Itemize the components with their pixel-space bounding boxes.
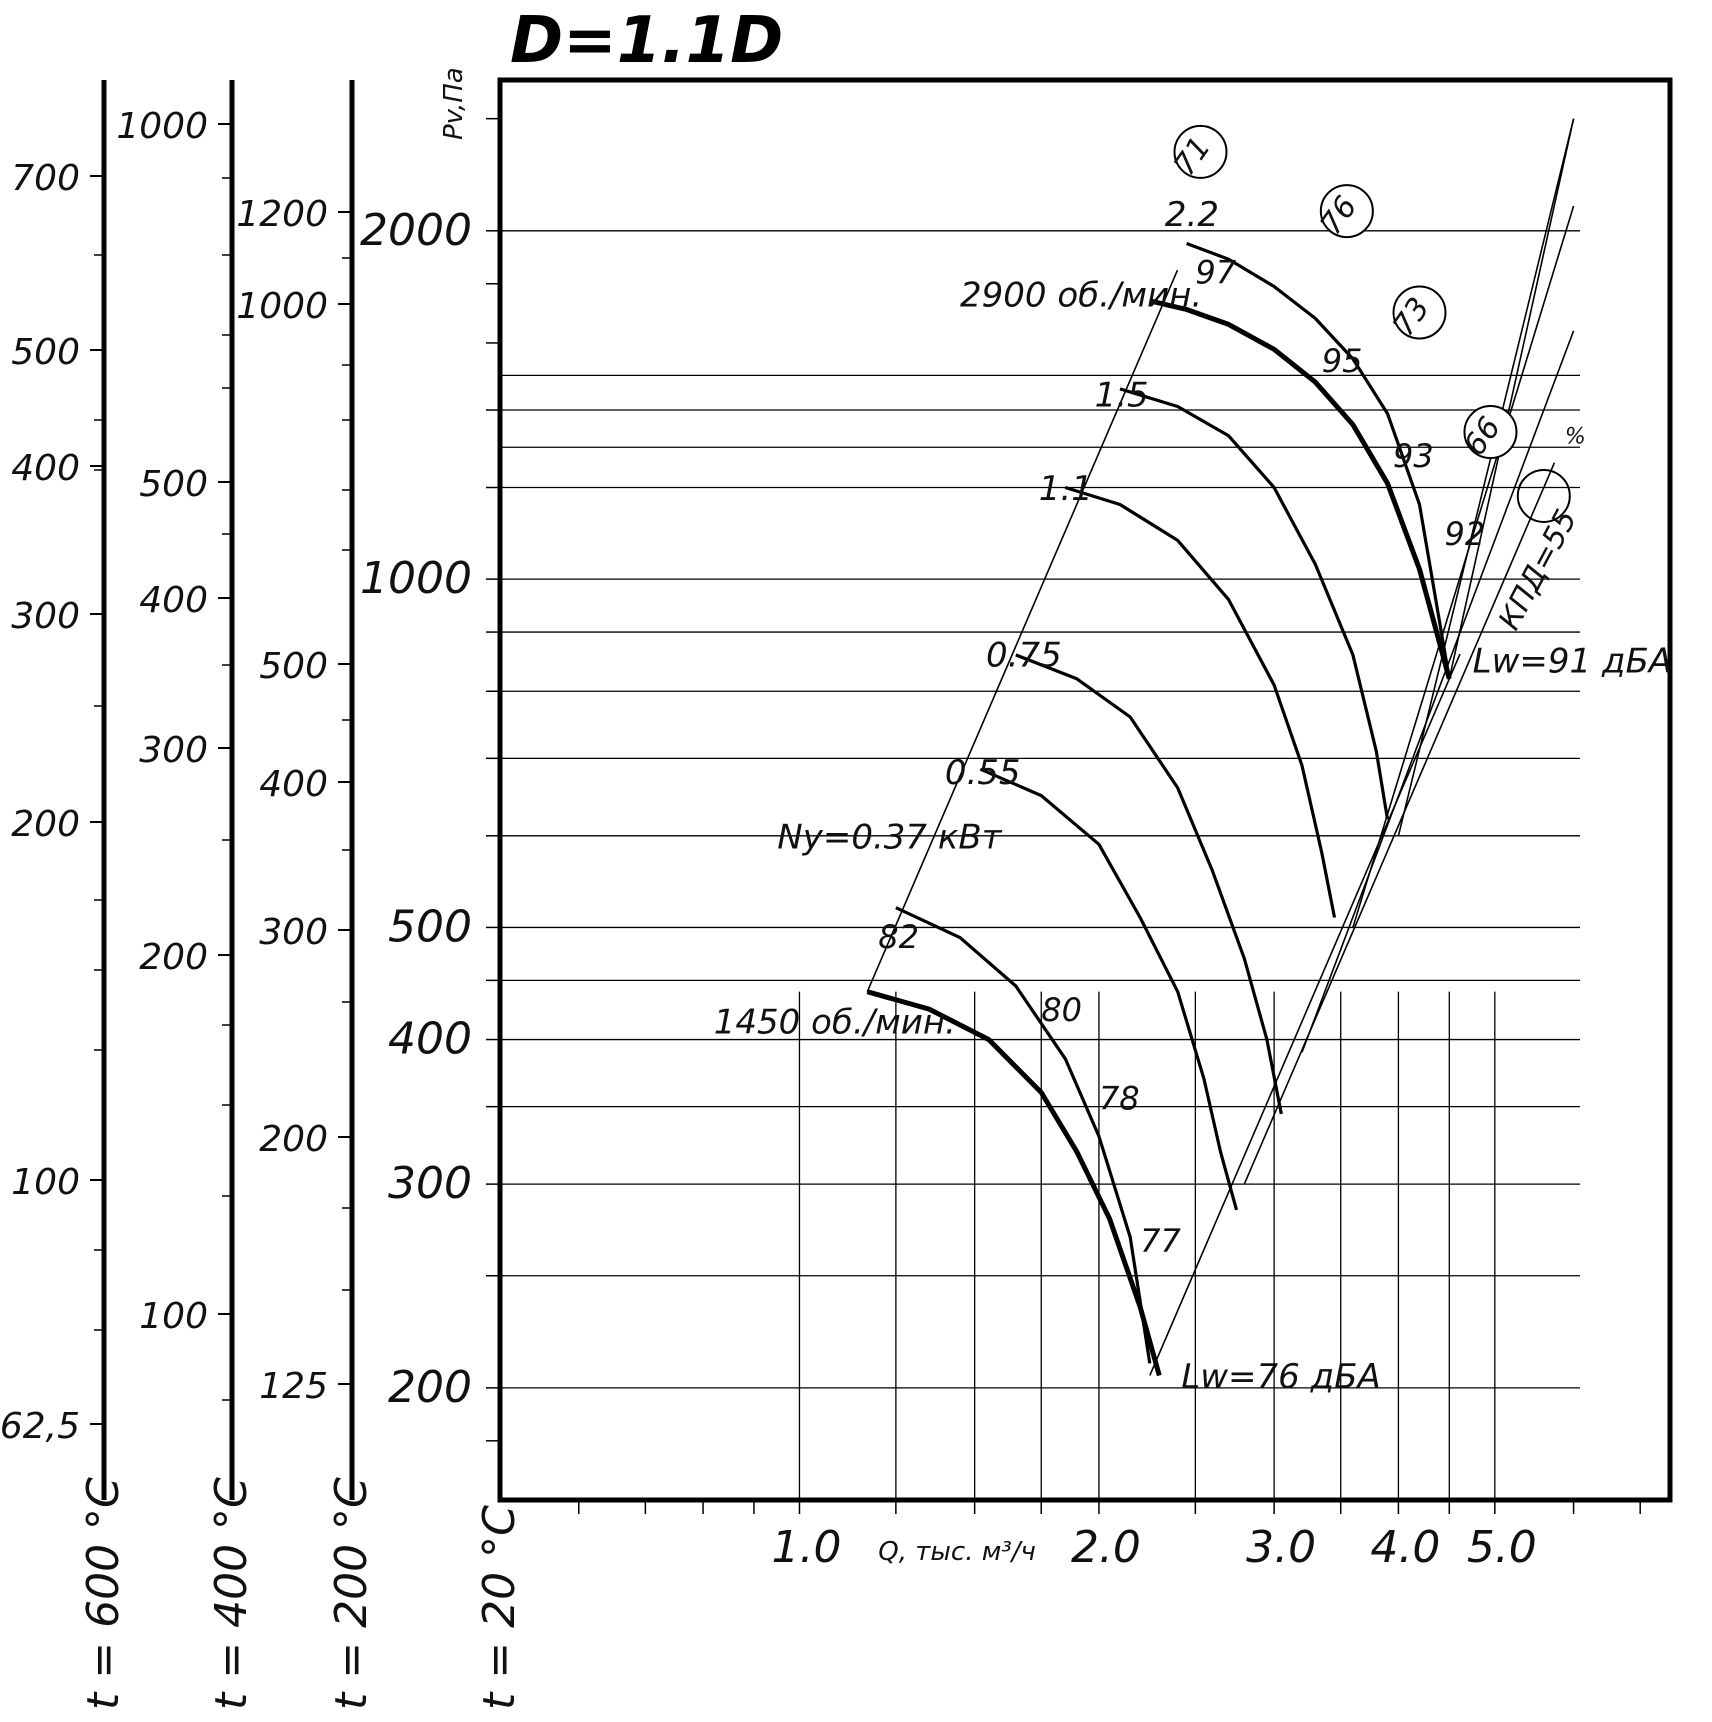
y-tick-label: 400 [388,1014,472,1065]
power-label-1-1: 1.1 [1039,469,1093,509]
curves [866,242,1452,1377]
noise-label-95: 95 [1322,342,1363,380]
y-tick-label: 300 [388,1158,472,1209]
efficiency-circle [1173,124,1228,179]
scale-tick-label: 300 [11,596,80,637]
efficiency-percent-label: % [1565,424,1586,449]
series-line-1450.. [866,989,1162,1377]
noise-label-78: 78 [1099,1080,1140,1118]
noise-label-80: 80 [1041,991,1082,1029]
power-label-0-75: 0.75 [986,636,1062,676]
scale-tick-label: 700 [11,158,80,199]
series-line-2.2 [1186,242,1451,680]
efficiency-line-2 [1149,653,1461,1376]
grid [500,230,1580,1500]
scale-tick-label: 300 [139,730,208,771]
scale-temperature-label: t = 20 °C [474,1505,525,1710]
x-tick-label: 3.0 [1246,1522,1316,1573]
scale-tick-label: 400 [259,764,328,805]
efficiency-line-6 [1397,118,1575,836]
scale-temperature-label: t = 200 °C [326,1477,377,1710]
scale-tick-label: 500 [139,464,208,505]
scale-tick-label: 100 [11,1162,80,1203]
scale-tick-label: 200 [259,1119,328,1160]
y-tick-label: 500 [388,901,472,952]
efficiency-circle [1392,285,1447,340]
scale-tick-label: 500 [259,646,328,687]
series-line-1.5 [1119,387,1390,820]
power-label-2-2: 2.2 [1165,195,1219,235]
x-tick-label: 1.0 [771,1522,841,1573]
x-tick-label: 2.0 [1071,1522,1141,1573]
scale-tick-label: 500 [11,332,80,373]
power-label-1-5: 1.5 [1095,375,1149,415]
noise-label-lw91: Lw=91 дБА [1473,642,1672,682]
scale-tick-label: 400 [11,448,80,489]
efficiency-circle [1463,405,1518,460]
noise-label-82: 82 [878,918,919,956]
scale-tick-label: 100 [139,1296,208,1337]
scale-tick-label: 1200 [236,194,328,235]
series-line-2900.. [1149,298,1452,680]
series-line-0.75 [1015,653,1283,1115]
scale-tick-label: 125 [259,1366,328,1407]
temperature-scales: 700 500 400 300 200 100 62,5 1000 500 400 300 200 10… [0,80,525,1710]
y-tick-label: 1000 [360,553,472,604]
noise-label-97: 97 [1195,254,1236,292]
series-line-0.55 [979,767,1239,1211]
scale-tick-label: 1000 [236,286,328,327]
x-tick-label: 5.0 [1467,1522,1537,1573]
noise-label-93: 93 [1393,437,1434,475]
x-axis-label: Q, тыс. м³/ч [878,1537,1036,1567]
y-axis-label: Pv,Па [439,67,469,140]
series-line-1.1 [1064,485,1337,918]
power-label-0-37: Ny=0.37 кВт [777,818,1002,858]
scale-temperature-label: t = 400 °C [206,1477,257,1710]
scale-temperature-label: t = 600 °C [78,1477,129,1710]
y-tick-label: 2000 [360,205,472,256]
noise-label-77: 77 [1140,1222,1181,1260]
scale-tick-label: 1000 [116,106,208,147]
noise-label-lw76: Lw=76 дБА [1181,1357,1380,1397]
power-label-0-55: 0.55 [945,753,1021,793]
y-tick-label: 200 [388,1362,472,1413]
chart-title: D=1.1D [510,4,783,78]
series-line-0.37 [895,906,1152,1364]
labels: 1.0 2.0 3.0 4.0 5.0 2000 1000 500 400 300 200 Q, ты… [360,4,1672,1573]
scale-tick-label: 200 [11,804,80,845]
scale-tick-label: 200 [139,937,208,978]
scale-tick-label: 300 [259,912,328,953]
efficiency-circle-55 [1516,468,1571,523]
efficiency-line-4 [1301,330,1575,1053]
efficiency-line-5 [1352,205,1575,928]
noise-label-92: 92 [1444,515,1485,553]
efficiency-label-kpd: КПД=55 [1492,504,1584,636]
plot-border [497,77,1673,1503]
efficiency-line-3 [1243,462,1556,1185]
speed-label-1450: 1450 об./мин. [714,1002,956,1042]
plot-frame [486,77,1673,1514]
x-tick-label: 4.0 [1370,1522,1440,1573]
speed-label-2900: 2900 об./мин. [960,276,1202,316]
scale-tick-label: 400 [139,580,208,621]
efficiency-line-7 [1448,118,1575,680]
scale-tick-label: 62,5 [0,1406,80,1447]
efficiency-circle [1319,184,1374,239]
